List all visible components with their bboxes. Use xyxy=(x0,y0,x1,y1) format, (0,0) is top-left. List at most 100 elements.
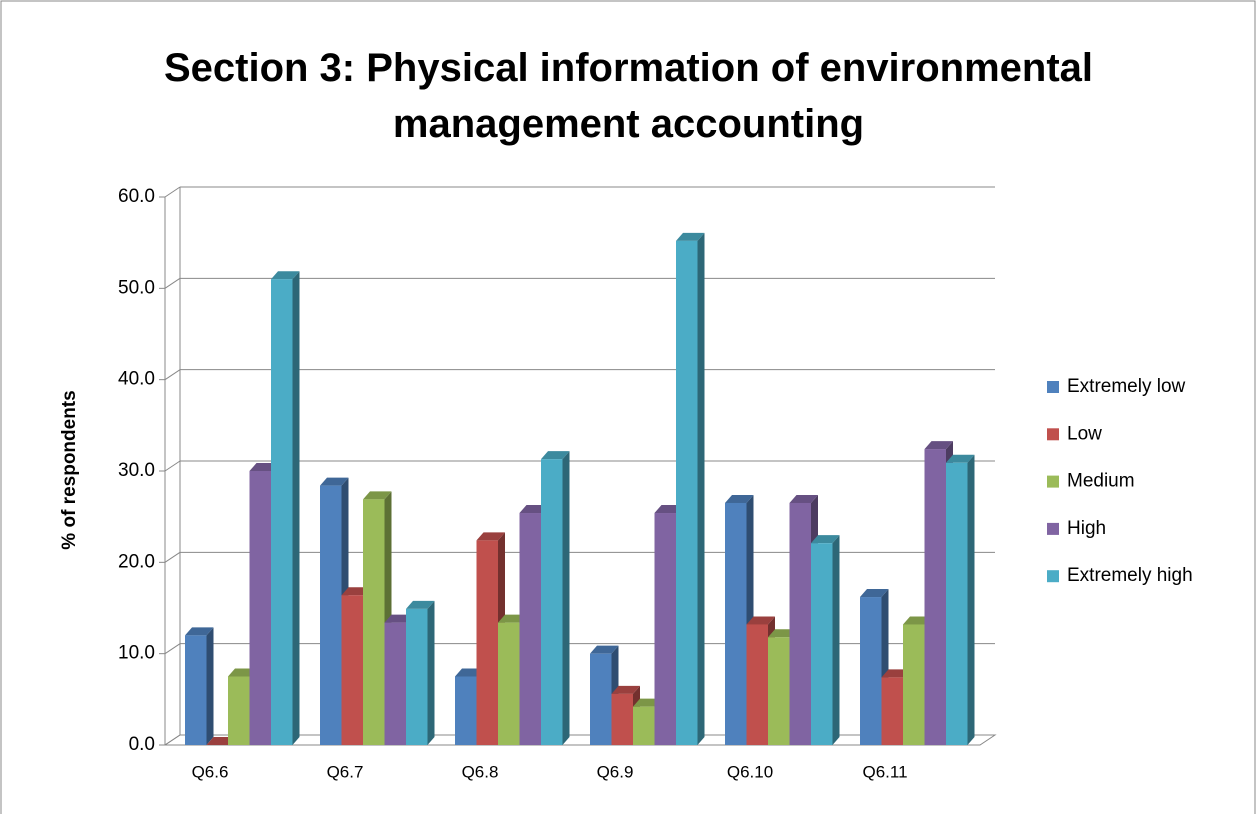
bar xyxy=(654,513,676,745)
bar xyxy=(519,513,541,745)
bar-top xyxy=(185,627,214,636)
bar xyxy=(455,676,477,745)
bar-top xyxy=(206,737,235,745)
bar-side xyxy=(697,232,705,746)
bar-side xyxy=(562,451,570,745)
bar xyxy=(476,540,498,745)
grid-line-side xyxy=(164,551,181,563)
bar-top xyxy=(498,614,527,623)
bar-top xyxy=(768,629,797,638)
bar-side xyxy=(967,454,975,745)
bar xyxy=(406,608,428,745)
grid-line-side xyxy=(164,460,181,472)
bar-top xyxy=(519,505,548,514)
bar-top xyxy=(725,494,754,503)
legend-swatch xyxy=(1047,570,1059,583)
bar-top xyxy=(811,535,840,544)
bar-top xyxy=(476,532,505,541)
bar-top xyxy=(455,668,484,677)
y-axis-label: % of respondents xyxy=(59,390,80,549)
bar-top xyxy=(903,616,932,625)
bar xyxy=(860,597,882,745)
bar-top xyxy=(654,505,683,514)
bar xyxy=(249,471,271,745)
x-tick-label: Q6.6 xyxy=(192,762,229,781)
legend-swatch xyxy=(1047,428,1059,441)
bar xyxy=(541,459,563,745)
bar-top xyxy=(341,587,370,596)
bar xyxy=(498,622,520,745)
grid-line-side xyxy=(164,643,181,655)
bar xyxy=(789,502,811,745)
bar-top xyxy=(228,668,257,677)
bar xyxy=(746,624,768,745)
bar xyxy=(725,502,747,745)
x-tick-label: Q6.8 xyxy=(462,762,499,781)
bar xyxy=(811,543,833,745)
y-tick-label: 40.0 xyxy=(118,369,155,390)
bar-top xyxy=(320,477,349,486)
bar-top xyxy=(271,271,300,280)
bar-top xyxy=(611,685,640,694)
bar xyxy=(881,677,903,745)
y-tick-label: 50.0 xyxy=(118,277,155,298)
bar-top xyxy=(789,494,818,503)
bar xyxy=(341,595,363,745)
y-tick-label: 20.0 xyxy=(118,551,155,572)
grid-line-side xyxy=(164,186,181,198)
bar xyxy=(384,622,406,745)
legend-label: Extremely high xyxy=(1067,565,1193,586)
bar xyxy=(903,624,925,745)
bar-top xyxy=(746,616,775,625)
grid-line-side xyxy=(164,277,181,289)
legend-swatch xyxy=(1047,522,1059,535)
bar xyxy=(271,279,293,745)
bar xyxy=(228,676,250,745)
bar-top xyxy=(676,232,705,241)
bar-side xyxy=(292,271,300,745)
bar xyxy=(363,499,385,745)
x-tick-label: Q6.7 xyxy=(327,762,364,781)
legend-swatch xyxy=(1047,381,1059,393)
bar-top xyxy=(406,600,435,609)
y-tick-label: 10.0 xyxy=(118,643,155,664)
bar xyxy=(676,240,698,745)
x-tick-label: Q6.10 xyxy=(727,762,773,781)
x-tick-label: Q6.11 xyxy=(862,762,907,781)
legend-label: Low xyxy=(1067,423,1102,444)
bar-top xyxy=(249,463,278,471)
floor xyxy=(163,734,997,746)
y-tick-label: 0.0 xyxy=(129,734,155,755)
bar-top xyxy=(541,451,570,460)
bar-top xyxy=(946,454,975,463)
bar-top xyxy=(590,645,619,654)
bar xyxy=(611,693,633,745)
bar xyxy=(768,637,790,745)
bar-top xyxy=(860,589,889,598)
grid-line-side xyxy=(164,369,181,381)
legend-label: High xyxy=(1067,518,1106,539)
chart-title: Section 3: Physical information of envir… xyxy=(163,46,1094,146)
legend-swatch xyxy=(1047,475,1059,488)
y-tick-label: 30.0 xyxy=(118,460,155,481)
legend-label: Extremely low xyxy=(1067,376,1186,397)
y-tick-label: 60.0 xyxy=(118,186,155,207)
bar-side xyxy=(832,535,840,745)
bar xyxy=(320,485,342,745)
bar-top xyxy=(633,698,662,707)
bar xyxy=(590,653,612,745)
x-tick-label: Q6.9 xyxy=(597,762,634,781)
bar xyxy=(946,462,968,745)
bar xyxy=(185,635,207,745)
bar xyxy=(633,706,655,745)
bar-side xyxy=(206,627,214,745)
bar-top xyxy=(384,614,413,623)
legend-label: Medium xyxy=(1067,471,1135,492)
bar-top xyxy=(881,669,910,678)
bar-side xyxy=(427,600,435,745)
bar-top xyxy=(924,441,953,450)
bar xyxy=(924,449,946,745)
